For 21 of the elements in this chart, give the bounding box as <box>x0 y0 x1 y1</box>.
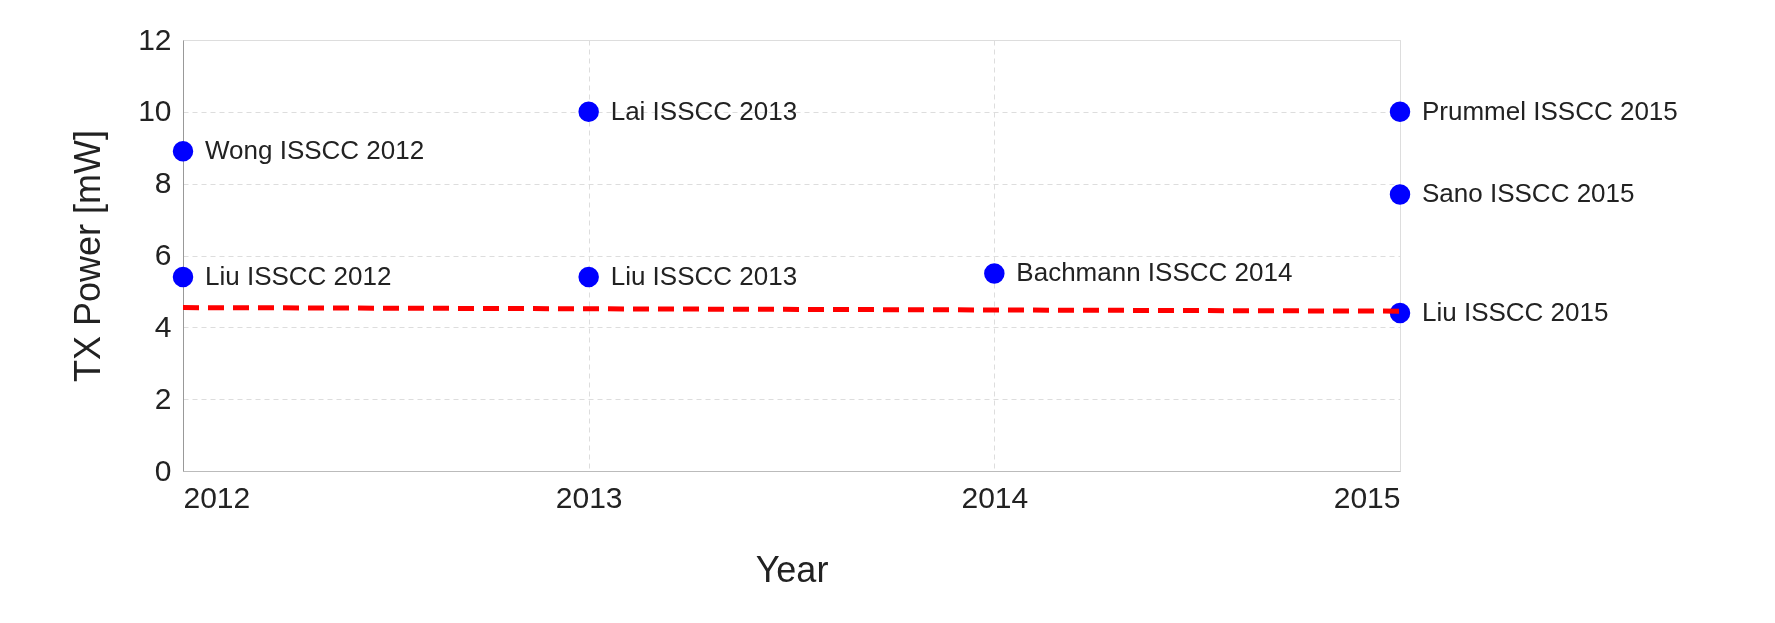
annotation: Wong ISSCC 2012 <box>205 135 425 166</box>
annotation: Prummel ISSCC 2015 <box>1422 95 1678 126</box>
x-tick-label: 2015 <box>1333 480 1401 514</box>
x-tick-label: 2014 <box>961 480 1029 514</box>
y-tick-label: 8 <box>154 166 172 200</box>
y-tick-label: 12 <box>138 22 172 56</box>
annotation: Liu ISSCC 2012 <box>205 261 392 292</box>
y-tick-label: 2 <box>154 381 172 415</box>
annotation: Bachmann ISSCC 2014 <box>1016 257 1293 288</box>
y-axis-title: TX Power [mW] <box>67 129 109 383</box>
annotation: Lai ISSCC 2013 <box>610 95 798 126</box>
y-tick-label: 4 <box>154 309 172 343</box>
annotation: Liu ISSCC 2015 <box>1422 296 1609 327</box>
y-tick-label: 6 <box>154 238 172 271</box>
x-tick-label: 2012 <box>183 480 251 514</box>
annotation: Liu ISSCC 2013 <box>610 261 798 292</box>
x-axis-title: Year <box>755 548 829 590</box>
y-tick-label: 0 <box>154 453 172 487</box>
x-tick-label: 2013 <box>555 480 623 514</box>
annotation: Sano ISSCC 2015 <box>1422 178 1635 209</box>
y-tick-label: 10 <box>138 94 172 128</box>
